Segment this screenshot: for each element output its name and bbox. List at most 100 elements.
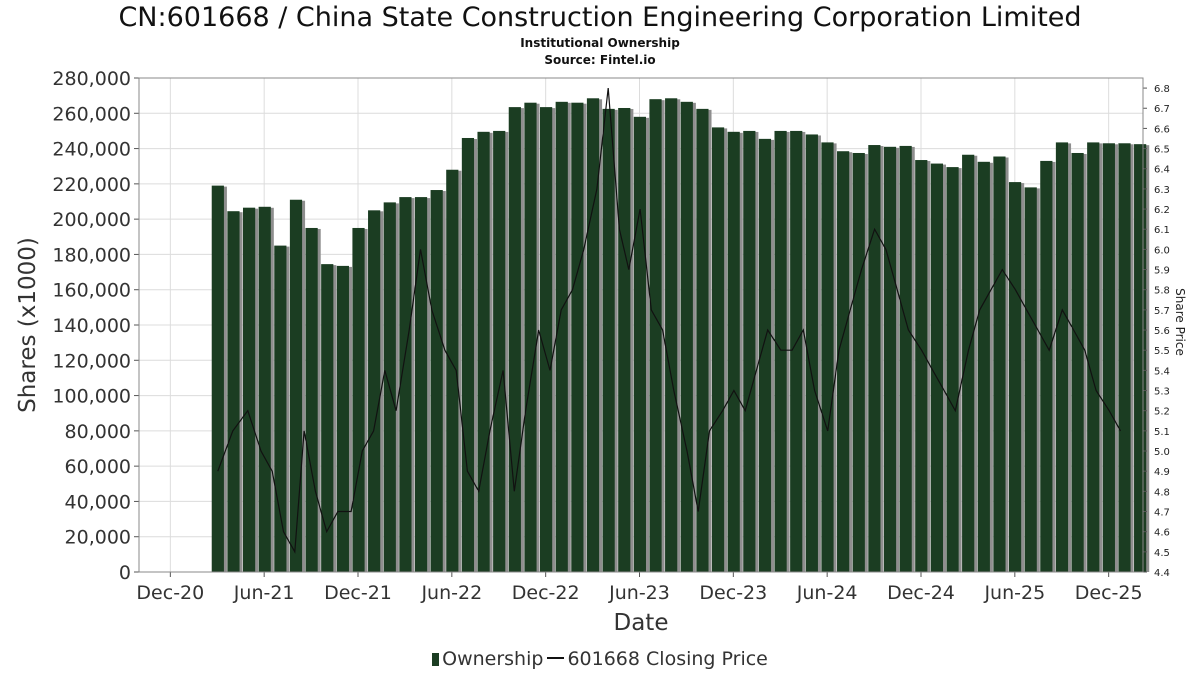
ownership-bar <box>242 207 256 573</box>
y-tick-label: 180,000 <box>52 244 131 266</box>
ownership-bar <box>430 190 443 572</box>
bar-layer <box>211 98 1150 573</box>
ownership-bar <box>336 265 349 572</box>
x-tick-label: Dec-23 <box>699 582 767 604</box>
y2-tick-label: 5.6 <box>1154 326 1170 337</box>
ownership-bar <box>211 185 224 572</box>
ownership-bar <box>852 152 865 572</box>
ownership-bar <box>962 154 975 572</box>
y2-tick-label: 6.0 <box>1154 245 1170 256</box>
ownership-bar <box>758 138 772 572</box>
legend-ownership-swatch <box>432 653 440 666</box>
y-tick-label: 60,000 <box>65 456 131 478</box>
ownership-bar <box>946 167 959 572</box>
ownership-bar <box>493 130 506 572</box>
y-axis-title: Shares (x1000) <box>15 237 41 413</box>
ownership-bar <box>821 142 834 572</box>
ownership-bar <box>321 264 334 572</box>
y2-tick-label: 6.6 <box>1154 124 1170 135</box>
ownership-bar <box>1134 144 1147 573</box>
ownership-bar <box>477 131 490 572</box>
ownership-bar <box>1055 142 1069 572</box>
ownership-bar <box>805 134 818 572</box>
y2-tick-label: 5.8 <box>1154 286 1170 297</box>
ownership-bar <box>540 107 553 572</box>
x-tick-label: Dec-21 <box>324 582 392 604</box>
ownership-bar <box>446 169 459 572</box>
ownership-bar <box>930 163 944 572</box>
ownership-chart: 0 20,000 40,000 60,000 80,000 100,000 120,000 1… <box>15 68 1187 636</box>
ownership-bar <box>368 210 381 573</box>
chart-title: CN:601668 / China State Construction Eng… <box>118 2 1082 33</box>
ownership-bar <box>274 245 287 572</box>
y2-tick-label: 5.2 <box>1154 407 1170 418</box>
legend-ownership-label: Ownership <box>442 648 544 670</box>
ownership-bar <box>1040 160 1053 572</box>
y2-tick-label: 6.5 <box>1154 145 1170 156</box>
y2-tick-label: 4.5 <box>1154 548 1170 559</box>
ownership-bar <box>399 197 412 572</box>
x-tick-label: Dec-25 <box>1075 582 1143 604</box>
ownership-bar <box>524 102 537 572</box>
x-tick-label: Jun-25 <box>983 582 1045 604</box>
ownership-bar <box>571 102 584 572</box>
y2-tick-label: 5.7 <box>1154 306 1170 317</box>
ownership-bar <box>899 145 912 573</box>
line-layer <box>217 88 1122 554</box>
ownership-bar <box>555 101 568 572</box>
price-line <box>217 88 1122 554</box>
ownership-bar <box>915 160 928 572</box>
ownership-bar <box>977 161 990 572</box>
ownership-bar <box>414 197 428 572</box>
y-tick-label: 280,000 <box>52 68 131 90</box>
ownership-bar <box>461 137 475 572</box>
y2-tick-label: 5.4 <box>1154 366 1170 377</box>
x-tick-label: Jun-22 <box>420 582 482 604</box>
ownership-bar <box>883 146 897 573</box>
y2-tick-label: 6.8 <box>1154 84 1170 95</box>
ownership-bar <box>774 130 787 572</box>
y2-tick-label: 4.7 <box>1154 508 1170 519</box>
plot-frame <box>138 77 1144 573</box>
y2-tick-label: 5.1 <box>1154 427 1170 438</box>
chart-subtitle: Institutional Ownership <box>520 36 680 50</box>
y2-tick-label: 5.9 <box>1154 266 1170 277</box>
y-tick-label: 240,000 <box>52 139 131 161</box>
chart-source: Source: Fintel.io <box>544 53 656 67</box>
x-tick-label: Dec-24 <box>887 582 955 604</box>
ownership-bar <box>790 130 803 572</box>
x-axis-title: Date <box>614 610 669 636</box>
y-tick-label: 140,000 <box>52 315 131 337</box>
ownership-bar <box>743 130 756 572</box>
ownership-bar <box>993 156 1006 572</box>
y-tick-label: 260,000 <box>52 103 131 125</box>
y-tick-label: 200,000 <box>52 209 131 231</box>
x-tick-label: Jun-21 <box>233 582 295 604</box>
ownership-bar <box>289 199 303 572</box>
y-tick-label: 160,000 <box>52 280 131 302</box>
y2-tick-label: 6.7 <box>1154 104 1170 115</box>
ownership-bar <box>633 116 646 573</box>
y2-tick-label: 5.3 <box>1154 387 1170 398</box>
y2-axis-title: Share Price <box>1173 288 1187 356</box>
y2-tick-label: 6.3 <box>1154 185 1170 196</box>
ownership-bar <box>727 131 740 572</box>
ownership-bar <box>680 101 693 572</box>
axis-layer: 0 20,000 40,000 60,000 80,000 100,000 120,000 1… <box>15 68 1187 636</box>
ownership-bar <box>1118 143 1131 572</box>
x-tick-label: Dec-22 <box>512 582 580 604</box>
y-tick-label: 100,000 <box>52 386 131 408</box>
y2-tick-label: 6.1 <box>1154 225 1170 236</box>
ownership-bar <box>665 98 678 573</box>
legend-price-line <box>547 657 565 659</box>
ownership-bar <box>711 127 725 573</box>
y-tick-label: 40,000 <box>65 491 131 513</box>
ownership-bar <box>352 227 365 572</box>
ownership-bar <box>258 206 271 573</box>
y-tick-label: 80,000 <box>65 421 131 443</box>
ownership-bar <box>1008 182 1022 573</box>
y2-tick-label: 4.9 <box>1154 467 1170 478</box>
ownership-bar <box>618 107 631 572</box>
ownership-bar <box>868 145 881 573</box>
y2-tick-label: 6.2 <box>1154 205 1170 216</box>
